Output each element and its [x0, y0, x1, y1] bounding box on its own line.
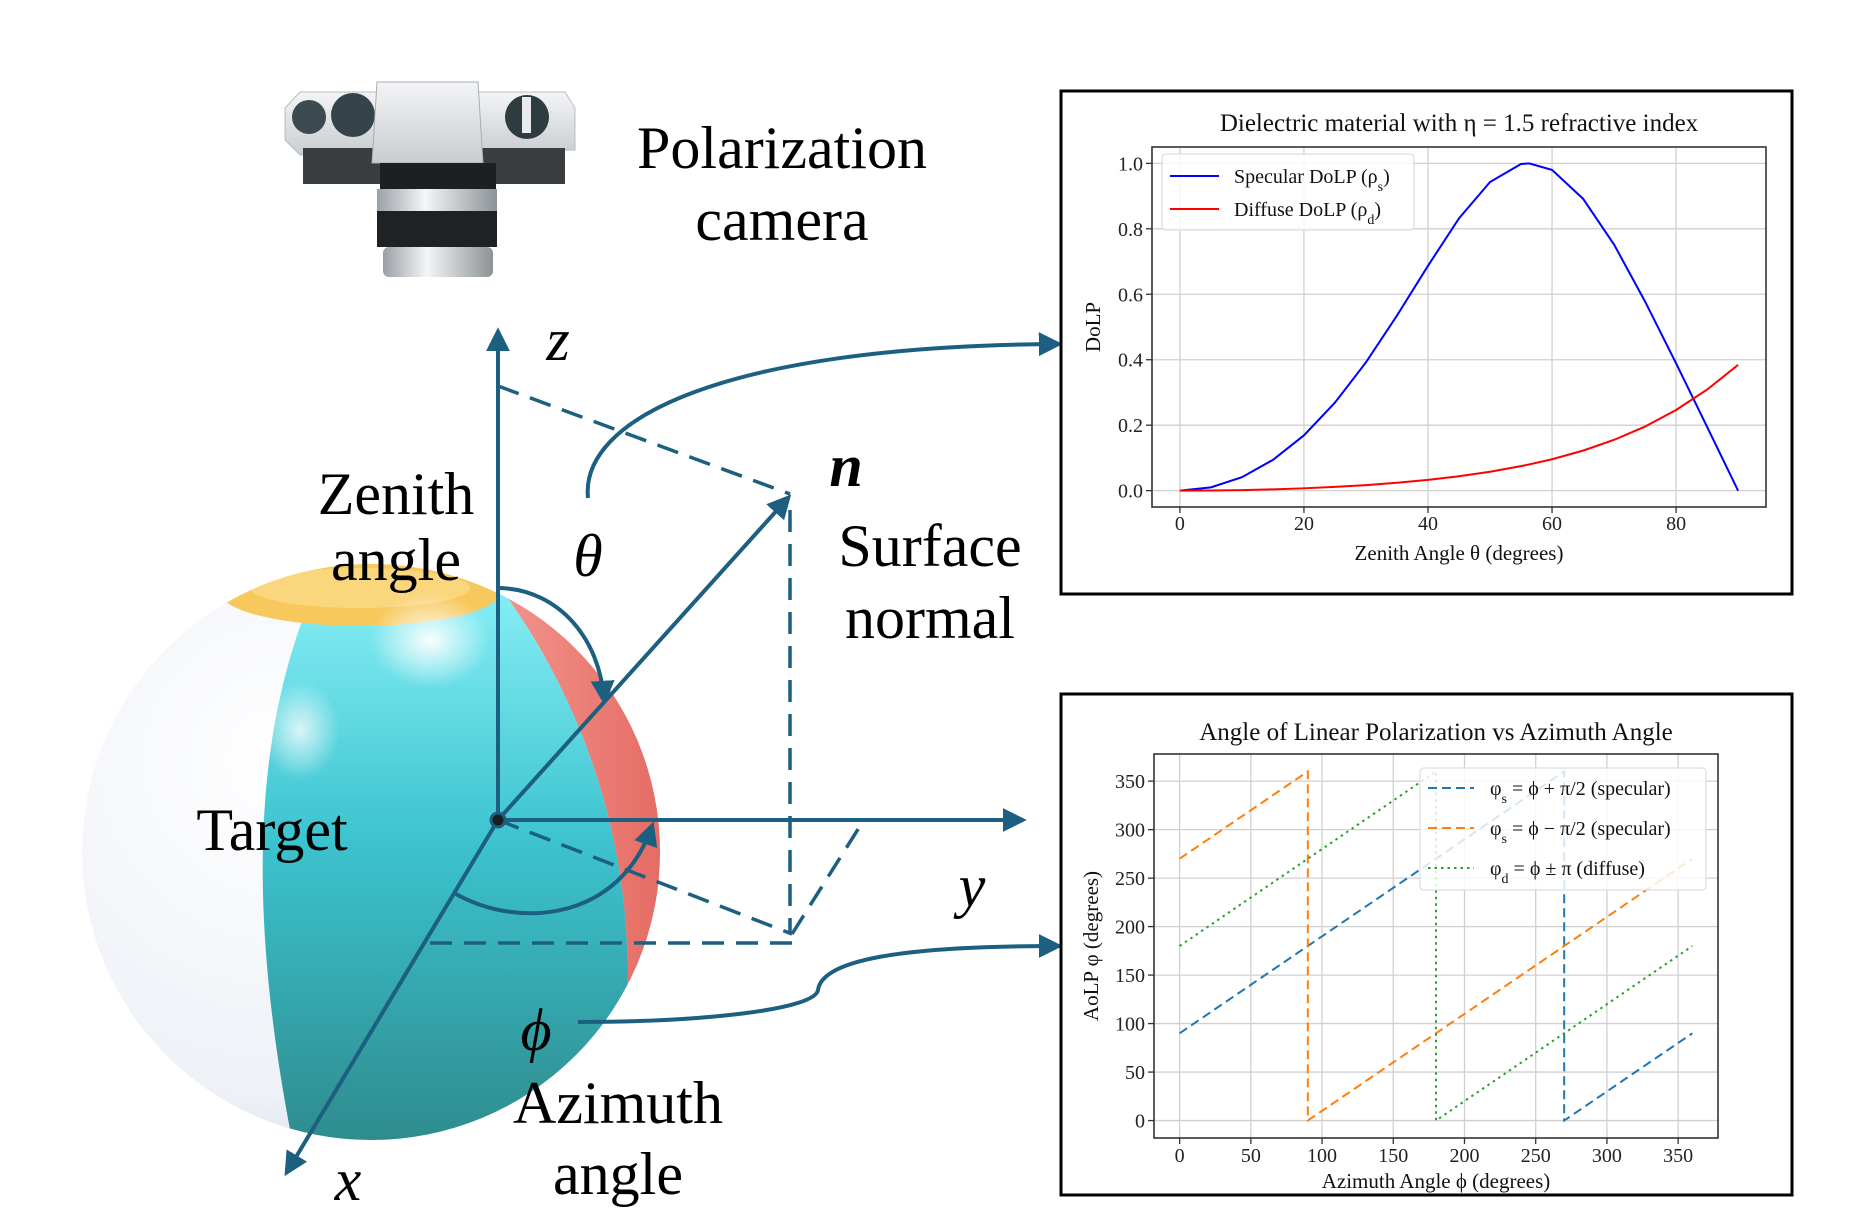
legend-box — [1161, 153, 1415, 231]
x-tick-label: 0 — [1175, 513, 1185, 535]
surface-normal-arrow — [496, 494, 792, 822]
y-axis-label: DoLP — [1081, 302, 1105, 352]
plot-area — [1153, 753, 1719, 1139]
series-line-2 — [1179, 769, 1693, 1123]
connector-to-aolp-chart — [577, 934, 1063, 1024]
target-label: Target — [196, 797, 348, 863]
y-tick-label: 0.4 — [1118, 350, 1143, 372]
aolp-chart: 0 50 100 150 200 250 300 350 0 50 100 150 200 250 300 3… — [1079, 719, 1719, 1193]
y-axis-label: AoLP φ (degrees) — [1079, 871, 1103, 1021]
y-tick-label: 50 — [1125, 1062, 1145, 1084]
chart-title: Angle of Linear Polarization vs Azimuth … — [1199, 719, 1673, 746]
x-tick-label: 60 — [1542, 513, 1562, 535]
x-tick-label: 200 — [1449, 1145, 1479, 1167]
legend-label: φs = ϕ + π/2 (specular) — [1490, 778, 1671, 807]
x-tick-label: 350 — [1663, 1145, 1693, 1167]
azimuth-angle-arc — [455, 821, 658, 916]
series-line-0 — [1179, 769, 1693, 1123]
normal-label-line2: normal — [845, 585, 1015, 651]
y-tick-label: 200 — [1115, 917, 1145, 939]
y-tick-label: 0.0 — [1118, 481, 1143, 503]
y-tick-label: 0.2 — [1118, 415, 1143, 437]
beach-ball-target-icon — [82, 564, 660, 1140]
x-tick-label: 0 — [1175, 1145, 1185, 1167]
x-tick-label: 50 — [1241, 1145, 1261, 1167]
y-tick-label: 300 — [1115, 820, 1145, 842]
camera-label-line2: camera — [695, 187, 868, 253]
azimuth-label-line1: Azimuth — [513, 1070, 723, 1136]
y-tick-label: 0.8 — [1118, 219, 1143, 241]
zenith-label-line1: Zenith — [318, 461, 475, 527]
origin-point — [489, 811, 507, 829]
plot-area — [1151, 146, 1767, 508]
y-tick-label: 1.0 — [1118, 153, 1143, 175]
normal-label-line1: Surface — [838, 513, 1021, 579]
x-tick-label: 150 — [1378, 1145, 1408, 1167]
zenith-symbol: θ — [573, 523, 602, 589]
camera-label-line1: Polarization — [637, 115, 927, 181]
y-tick-label: 100 — [1115, 1014, 1145, 1036]
zenith-label-line2: angle — [331, 527, 461, 593]
legend-label: φs = ϕ − π/2 (specular) — [1490, 818, 1671, 847]
z-axis-label: z — [545, 307, 569, 373]
y-tick-label: 150 — [1115, 965, 1145, 987]
projection-dashed-lines — [430, 384, 864, 945]
legend-label: Specular DoLP (ρs) — [1234, 166, 1390, 195]
x-tick-label: 300 — [1592, 1145, 1622, 1167]
series-line-1 — [1179, 769, 1693, 1123]
x-axis-label: Zenith Angle θ (degrees) — [1355, 541, 1564, 565]
series-line-0 — [1179, 162, 1739, 492]
y-tick-label: 350 — [1115, 771, 1145, 793]
x-tick-label: 20 — [1294, 513, 1314, 535]
x-axis-arrow — [284, 818, 500, 1177]
polarization-camera-icon — [284, 81, 576, 277]
y-tick-label: 0 — [1135, 1111, 1145, 1133]
azimuth-symbol: ϕ — [520, 997, 551, 1063]
zenith-angle-arc — [499, 586, 615, 705]
y-tick-label: 250 — [1115, 868, 1145, 890]
legend-label: Diffuse DoLP (ρd) — [1234, 199, 1381, 228]
y-axis-label: y — [953, 853, 986, 919]
connector-to-dolp-chart — [585, 332, 1063, 499]
series-line-1 — [1179, 364, 1739, 492]
dolp-chart: 0 20 40 60 80 0.0 0.2 0.4 0.6 0.8 1.0 Dielectric ma… — [1081, 110, 1767, 565]
x-tick-label: 40 — [1418, 513, 1438, 535]
legend-label: φd = ϕ ± π (diffuse) — [1490, 858, 1645, 887]
x-axis-label: x — [334, 1147, 362, 1213]
x-tick-label: 250 — [1521, 1145, 1551, 1167]
x-axis-label: Azimuth Angle ϕ (degrees) — [1322, 1169, 1551, 1193]
x-tick-label: 80 — [1666, 513, 1686, 535]
azimuth-label-line2: angle — [553, 1141, 683, 1207]
coordinate-axes — [284, 327, 1063, 1177]
chart-title: Dielectric material with η = 1.5 refract… — [1220, 110, 1699, 137]
legend-box — [1419, 767, 1707, 891]
normal-symbol: n — [829, 433, 862, 499]
x-tick-label: 100 — [1307, 1145, 1337, 1167]
y-tick-label: 0.6 — [1118, 284, 1143, 306]
